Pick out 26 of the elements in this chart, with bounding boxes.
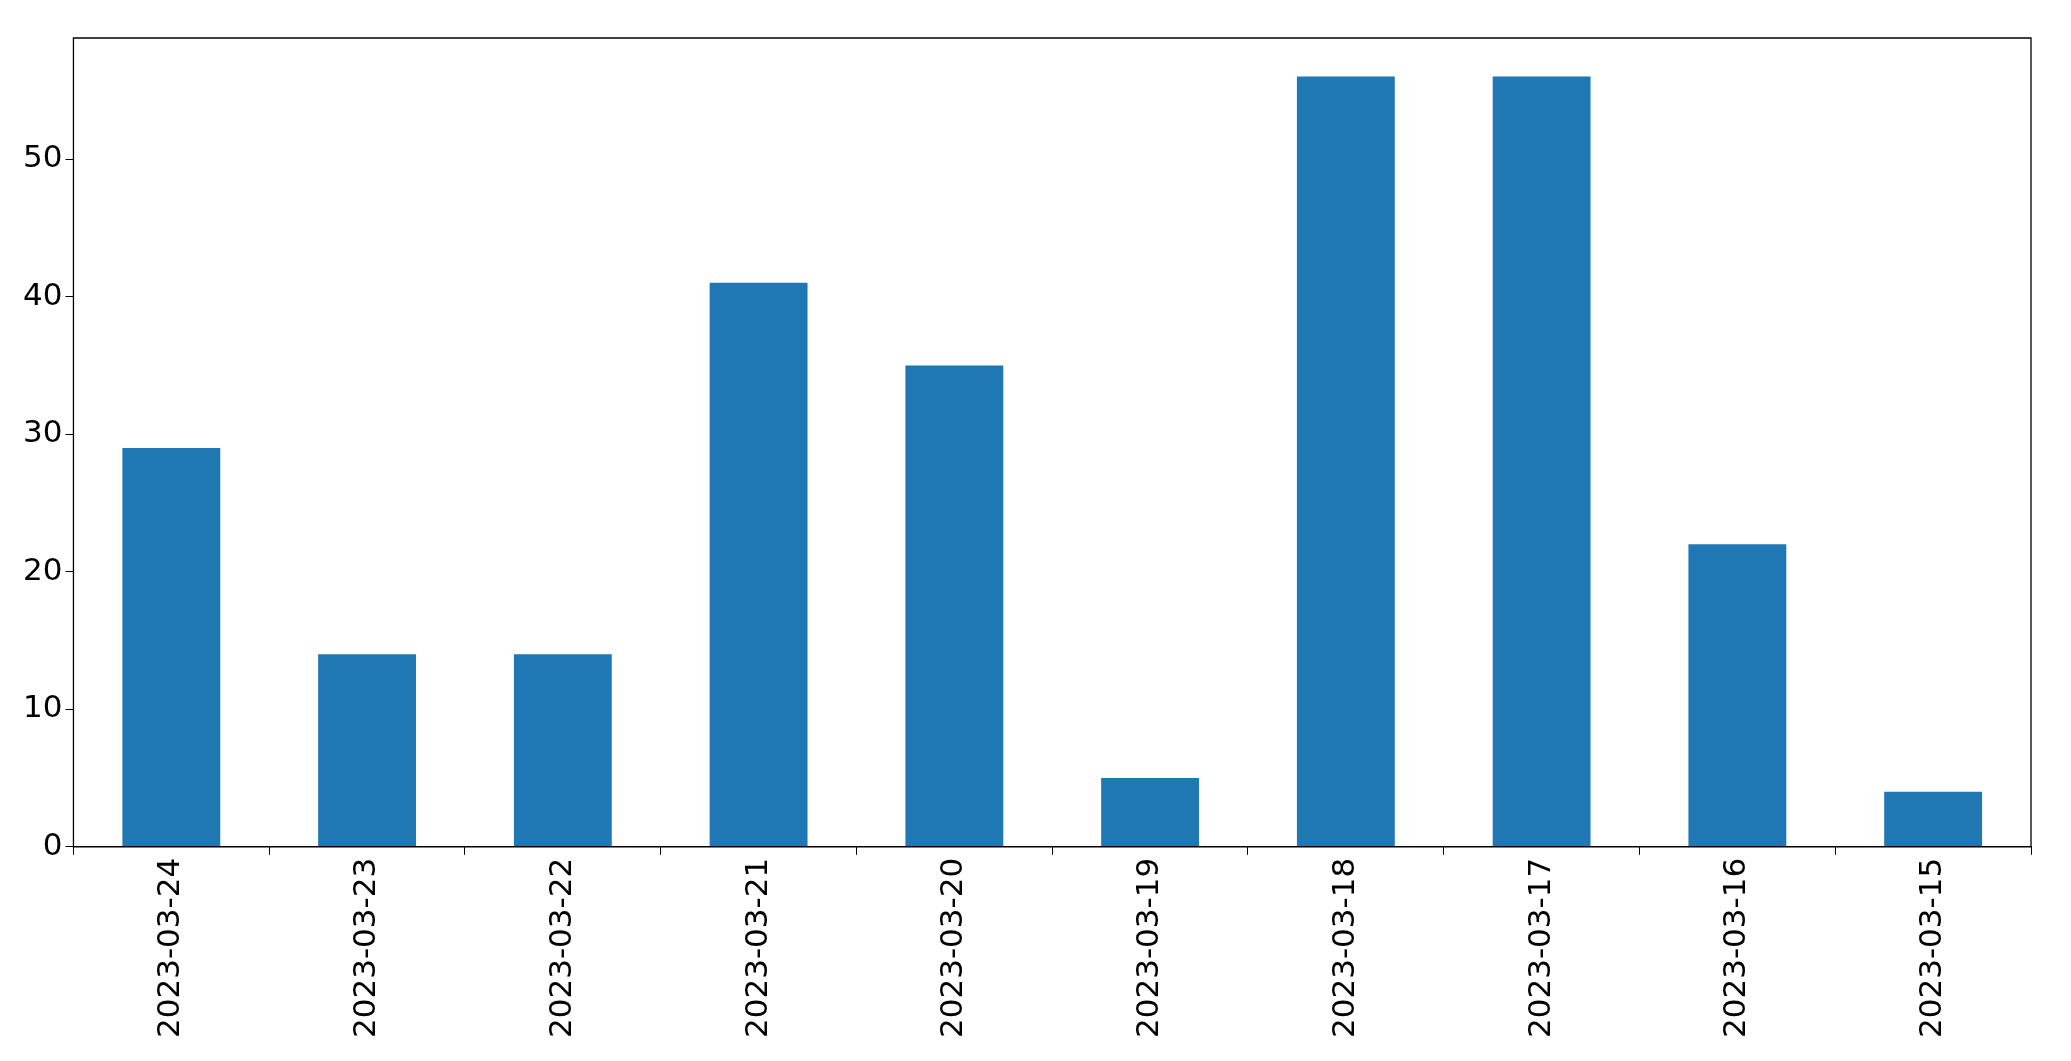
bar [1688, 544, 1787, 847]
x-tick-label: 2023-03-24 [150, 857, 187, 1039]
y-tick-label: 30 [22, 413, 63, 450]
y-tick-label: 0 [42, 825, 63, 862]
x-tick-label: 2023-03-19 [1129, 857, 1166, 1039]
bar [122, 447, 221, 847]
bar [905, 365, 1004, 847]
bar [1296, 76, 1395, 847]
bar [1884, 791, 1983, 847]
x-tick-label: 2023-03-23 [346, 857, 383, 1039]
bar [318, 654, 417, 847]
y-tick-label: 20 [22, 550, 63, 587]
x-tick-label: 2023-03-17 [1520, 857, 1557, 1039]
bar [513, 654, 612, 847]
x-tick-label: 2023-03-16 [1716, 857, 1753, 1039]
bar [1492, 76, 1591, 847]
y-tick-label: 10 [22, 688, 63, 725]
y-tick-label: 40 [22, 275, 63, 312]
x-tick-label: 2023-03-21 [737, 857, 774, 1039]
bar [709, 282, 808, 847]
x-tick-label: 2023-03-20 [933, 857, 970, 1039]
x-tick-label: 2023-03-15 [1912, 857, 1949, 1039]
x-tick-label: 2023-03-18 [1324, 857, 1361, 1039]
y-tick-label: 50 [22, 138, 63, 175]
x-tick-label: 2023-03-22 [541, 857, 578, 1039]
bar [1101, 778, 1200, 847]
